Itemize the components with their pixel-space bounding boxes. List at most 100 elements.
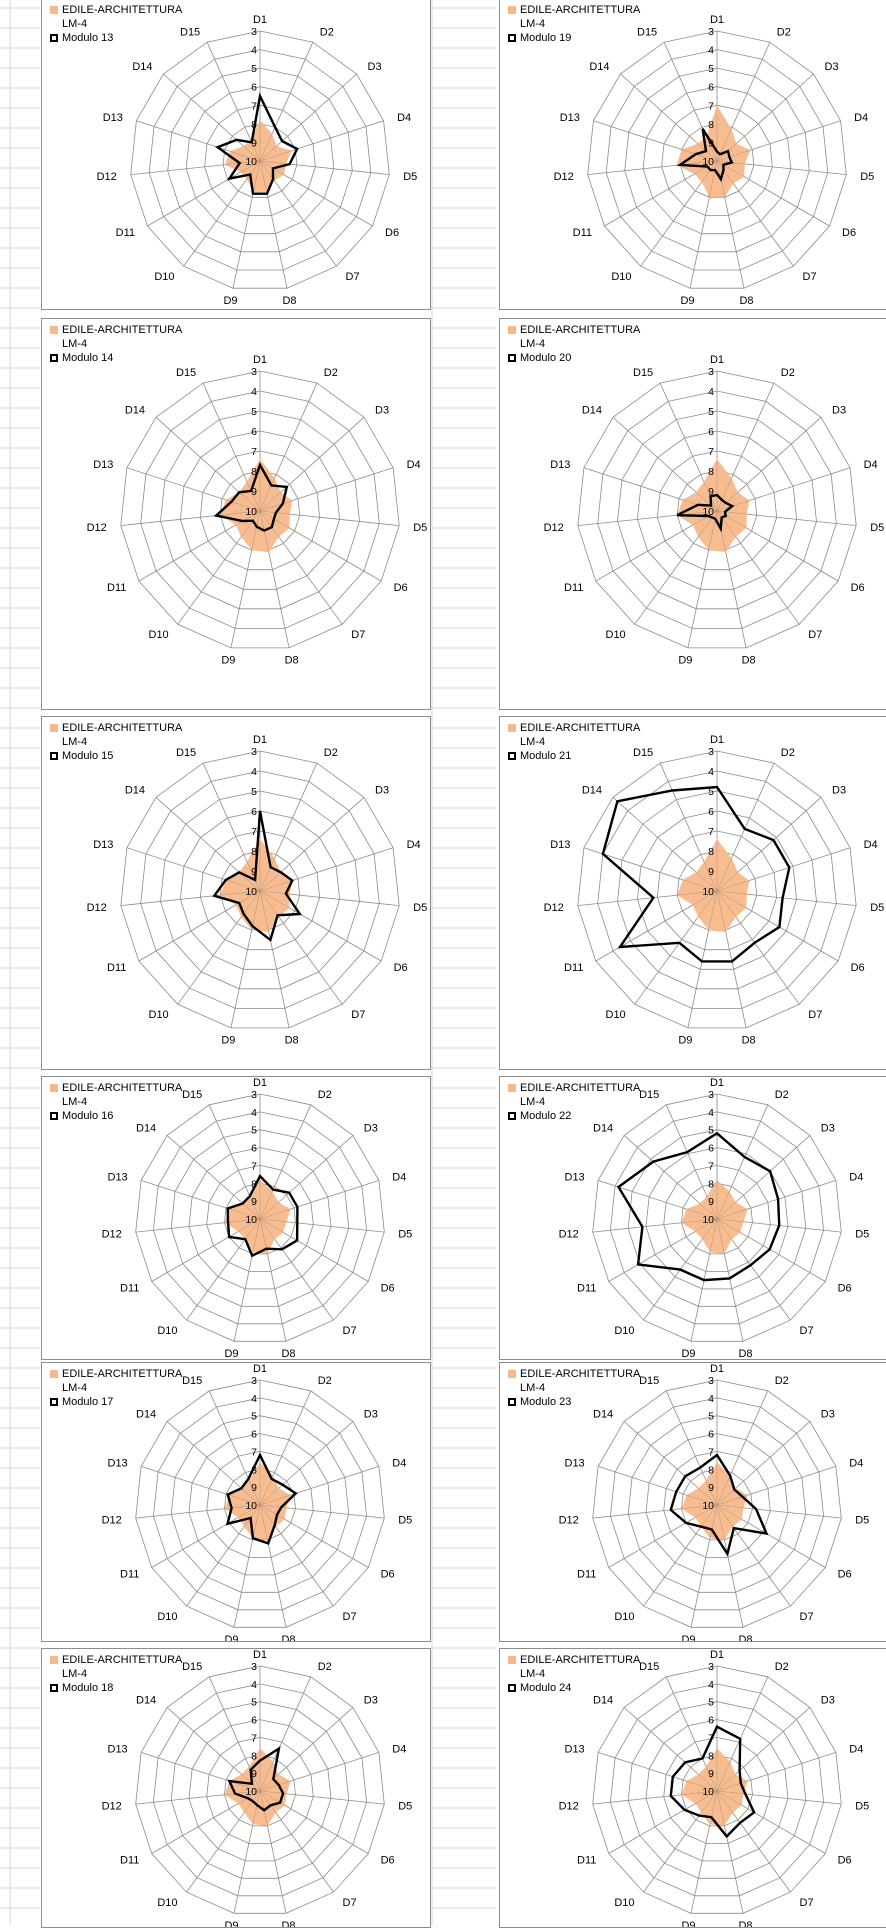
radar-grid-ring — [617, 410, 817, 610]
category-label: D13 — [93, 839, 113, 851]
category-label: D10 — [157, 1325, 177, 1337]
category-label: D7 — [346, 271, 360, 283]
category-label: D14 — [593, 1408, 613, 1420]
category-label: D15 — [176, 747, 196, 759]
radial-tick-label: 6 — [708, 1715, 714, 1727]
category-label: D8 — [742, 1035, 756, 1047]
category-label: D2 — [318, 1661, 332, 1673]
radial-tick-label: 6 — [251, 1429, 257, 1441]
radar-chart-panel[interactable]: 3 4 5 6 7 8 9 10 D1 D2 D3 D4 D5 D6 D7 D8 D9 D10 D11 D12 D13 D… — [499, 0, 886, 310]
radar-chart-panel[interactable]: 3 4 5 6 7 8 9 10 D1 D2 D3 D4 D5 D6 D7 D8 D9 D10 D11 D12 D13 D… — [499, 1648, 886, 1928]
legend-entry-module: Modulo 15 — [50, 749, 182, 763]
radar-chart-panel[interactable]: 3 4 5 6 7 8 9 10 D1 D2 D3 D4 D5 D6 D7 D8 D9 D10 D11 D12 D13 D… — [41, 1648, 431, 1928]
radar-spoke — [259, 1750, 279, 1792]
radial-tick-label: 8 — [708, 1464, 714, 1476]
radar-grid-ring — [170, 1701, 350, 1879]
legend-swatch-fill — [50, 6, 58, 14]
radar-chart-panel[interactable]: 3 4 5 6 7 8 9 10 D1 D2 D3 D4 D5 D6 D7 D8 D9 D10 D11 D12 D13 D… — [499, 318, 886, 710]
category-label: D4 — [864, 459, 878, 471]
radar-spoke — [716, 160, 764, 167]
radar-spoke — [678, 1218, 718, 1242]
radial-tick-label: 3 — [708, 366, 714, 378]
radial-tick-label: 5 — [708, 786, 714, 798]
radar-chart-panel[interactable]: 3 4 5 6 7 8 9 10 D1 D2 D3 D4 D5 D6 D7 D8 D9 D10 D11 D12 D13 D… — [41, 0, 431, 310]
radial-tick-label: 10 — [702, 1214, 714, 1226]
category-label: D3 — [821, 1408, 835, 1420]
radial-tick-label: 5 — [708, 406, 714, 418]
radar-grid-ring — [170, 1415, 350, 1593]
chart-legend: EDILE-ARCHITETTURA LM-4 Modulo 24 — [508, 1653, 640, 1695]
category-label: D9 — [224, 1634, 238, 1642]
radar-chart-panel[interactable]: 3 4 5 6 7 8 9 10 D1 D2 D3 D4 D5 D6 D7 D8 D9 D10 D11 D12 D13 D… — [499, 1076, 886, 1360]
radar-spoke — [676, 160, 718, 185]
reference-series-area — [220, 459, 293, 553]
radar-grid-ring — [663, 1736, 771, 1844]
legend-label: Modulo 21 — [520, 750, 572, 762]
radial-tick-label: 3 — [251, 1661, 257, 1673]
category-label: D11 — [120, 1283, 139, 1295]
radar-spoke — [259, 465, 281, 512]
radar-chart-panel[interactable]: 3 4 5 6 7 8 9 10 D1 D2 D3 D4 D5 D6 D7 D8 D9 D10 D11 D12 D13 D… — [499, 1362, 886, 1642]
radar-spoke — [672, 1790, 718, 1796]
radar-spoke — [259, 510, 310, 517]
radar-spoke — [259, 1504, 299, 1528]
radar-spoke — [222, 477, 261, 512]
radar-grid-ring — [120, 750, 400, 1029]
chart-legend: EDILE-ARCHITETTURA LM-4 Modulo 17 — [50, 1367, 182, 1409]
category-label: D12 — [544, 522, 564, 534]
radar-spoke — [233, 1218, 261, 1256]
radar-grid-ring — [587, 30, 847, 289]
module-series-line — [616, 1131, 781, 1282]
category-label: D6 — [851, 582, 865, 594]
legend-entry-reference: EDILE-ARCHITETTURA — [50, 1367, 182, 1381]
radar-spoke — [696, 465, 718, 512]
category-label: D5 — [398, 1228, 412, 1240]
category-label: D8 — [739, 295, 753, 307]
radar-spoke — [259, 1474, 294, 1506]
radial-tick-label: 10 — [702, 506, 714, 518]
category-label: D9 — [681, 1348, 695, 1360]
radial-tick-label: 6 — [251, 426, 257, 438]
category-label: D14 — [593, 1694, 613, 1706]
category-label: D13 — [550, 839, 570, 851]
category-label: D1 — [710, 1363, 724, 1375]
radial-tick-label: 7 — [251, 1160, 257, 1172]
radar-chart-panel[interactable]: 3 4 5 6 7 8 9 10 D1 D2 D3 D4 D5 D6 D7 D8 D9 D10 D11 D12 D13 D… — [499, 716, 886, 1070]
category-label: D1 — [253, 734, 267, 746]
legend-swatch-line — [508, 354, 516, 362]
radial-tick-label: 9 — [251, 1482, 257, 1494]
category-label: D11 — [564, 962, 583, 974]
radar-spoke — [259, 1776, 303, 1792]
radial-tick-label: 9 — [251, 137, 257, 149]
radar-spoke — [215, 1504, 261, 1510]
radar-spoke — [667, 510, 718, 517]
legend-entry-reference: EDILE-ARCHITETTURA — [508, 323, 640, 337]
chart-legend: EDILE-ARCHITETTURA LM-4 Modulo 13 — [50, 3, 182, 45]
radar-chart-panel[interactable]: 3 4 5 6 7 8 9 10 D1 D2 D3 D4 D5 D6 D7 D8 D9 D10 D11 D12 D13 D… — [41, 318, 431, 710]
legend-label: EDILE-ARCHITETTURA — [520, 324, 641, 336]
radar-spoke — [233, 1790, 261, 1828]
radar-spoke — [259, 1790, 287, 1828]
radar-grid-ring — [206, 1736, 314, 1844]
legend-swatch-line — [508, 1112, 516, 1120]
category-label: D15 — [633, 747, 653, 759]
legend-swatch-line — [508, 1398, 516, 1406]
chart-legend: EDILE-ARCHITETTURA LM-4 Modulo 16 — [50, 1081, 182, 1123]
legend-swatch-fill — [50, 326, 58, 334]
radial-tick-label: 9 — [708, 1196, 714, 1208]
legend-label: Modulo 17 — [62, 1396, 114, 1408]
category-label: D1 — [253, 14, 267, 26]
category-label: D13 — [550, 459, 570, 471]
radar-spoke — [225, 129, 261, 162]
radar-chart-panel[interactable]: 3 4 5 6 7 8 9 10 D1 D2 D3 D4 D5 D6 D7 D8 D9 D10 D11 D12 D13 D… — [41, 716, 431, 1070]
radar-chart-panel[interactable]: 3 4 5 6 7 8 9 10 D1 D2 D3 D4 D5 D6 D7 D8 D9 D10 D11 D12 D13 D… — [41, 1362, 431, 1642]
radar-grid-ring — [188, 1719, 332, 1862]
radar-chart-panel[interactable]: 3 4 5 6 7 8 9 10 D1 D2 D3 D4 D5 D6 D7 D8 D9 D10 D11 D12 D13 D… — [41, 1076, 431, 1360]
category-label: D3 — [821, 1694, 835, 1706]
radial-tick-label: 7 — [251, 446, 257, 458]
radial-tick-label: 8 — [251, 119, 257, 131]
category-label: D4 — [407, 459, 421, 471]
radar-spoke — [259, 857, 298, 892]
radar-spoke — [259, 160, 270, 207]
legend-label: Modulo 14 — [62, 352, 114, 364]
